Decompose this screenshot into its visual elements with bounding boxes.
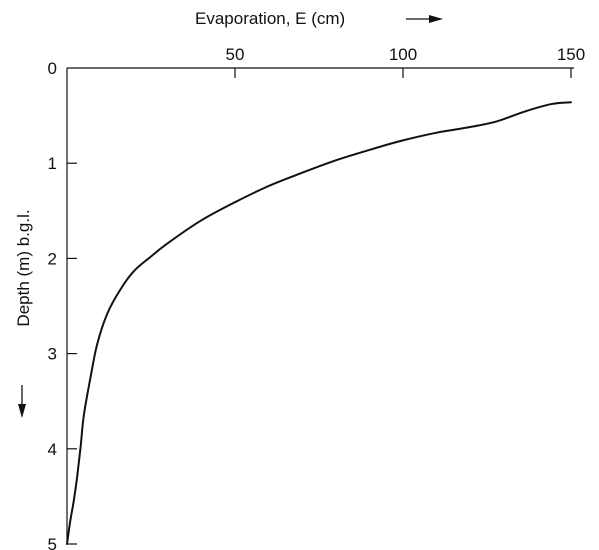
y-ticks: 0 1 2 3 4 5	[48, 59, 77, 550]
x-ticks: 50 100 150	[226, 45, 585, 78]
x-axis-arrow	[406, 15, 443, 23]
y-tick-label: 3	[48, 345, 57, 364]
x-tick-label: 150	[557, 45, 585, 64]
y-axis-title: Depth (m) b.g.l.	[14, 209, 33, 326]
y-tick-label: 0	[48, 59, 57, 78]
y-tick-label: 2	[48, 249, 57, 268]
x-tick-label: 100	[389, 45, 417, 64]
x-axis-title: Evaporation, E (cm)	[195, 9, 345, 28]
series-line	[66, 101, 572, 545]
x-tick-label: 50	[226, 45, 245, 64]
y-axis-arrow	[18, 385, 26, 418]
y-tick-label: 5	[48, 535, 57, 550]
y-tick-label: 4	[48, 440, 57, 459]
y-tick-label: 1	[48, 154, 57, 173]
